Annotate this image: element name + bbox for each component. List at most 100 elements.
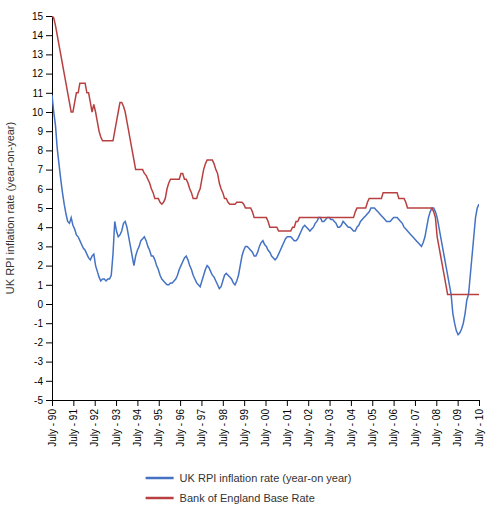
y-tick-label: 13 bbox=[32, 49, 44, 60]
y-tick-mark bbox=[46, 74, 52, 75]
x-tick-mark bbox=[458, 400, 459, 406]
x-tick-mark bbox=[73, 400, 74, 406]
x-tick-label: July - 93 bbox=[111, 409, 122, 447]
plot-area: July - 90 July - 91 July - 92 July - 93 July… bbox=[4, 11, 485, 447]
x-tick: July - 08 bbox=[431, 400, 442, 447]
y-tick-label: 8 bbox=[37, 145, 43, 156]
y-tick-label: -4 bbox=[34, 376, 43, 387]
y-tick: 8 bbox=[37, 145, 52, 156]
x-tick: July - 07 bbox=[410, 400, 421, 447]
y-tick: -3 bbox=[34, 356, 52, 367]
y-tick-mark bbox=[46, 170, 52, 171]
x-tick-label: July - 06 bbox=[388, 409, 399, 447]
lines bbox=[52, 16, 479, 335]
y-tick-label: 0 bbox=[37, 299, 43, 310]
legend-item: Bank of England Base Rate bbox=[146, 492, 315, 504]
y-tick: 9 bbox=[37, 126, 52, 137]
y-tick: 13 bbox=[32, 49, 52, 60]
y-tick-mark bbox=[46, 227, 52, 228]
series-line bbox=[52, 95, 479, 335]
x-tick-label: July - 09 bbox=[452, 409, 463, 447]
axis-domain bbox=[46, 17, 53, 401]
y-tick-label: 11 bbox=[33, 88, 44, 99]
x-tick: July - 00 bbox=[260, 400, 271, 447]
x-tick-label: July - 94 bbox=[132, 409, 143, 447]
x-tick-label: July - 99 bbox=[239, 409, 250, 447]
x-tick-label: July - 96 bbox=[175, 409, 186, 447]
x-tick-mark bbox=[116, 400, 117, 406]
y-tick-mark bbox=[46, 323, 52, 324]
x-tick: July - 01 bbox=[282, 400, 293, 447]
x-tick: July - 02 bbox=[303, 400, 314, 447]
x-tick-mark bbox=[287, 400, 288, 406]
legend-swatch bbox=[146, 477, 174, 480]
y-tick-label: 5 bbox=[37, 203, 43, 214]
legend-item: UK RPI inflation rate (year-on year) bbox=[146, 472, 352, 484]
y-tick-label: 7 bbox=[37, 164, 43, 175]
x-tick: July - 90 bbox=[47, 400, 58, 447]
x-tick-label: July - 02 bbox=[303, 409, 314, 447]
y-tick-label: -1 bbox=[34, 318, 43, 329]
x-tick-mark bbox=[223, 400, 224, 406]
y-tick-label: -5 bbox=[34, 395, 43, 406]
y-tick-label: 10 bbox=[32, 107, 44, 118]
y-tick-label: 12 bbox=[32, 68, 44, 79]
y-tick: 2 bbox=[37, 260, 52, 271]
y-tick: 15 bbox=[32, 11, 52, 22]
y-tick-mark bbox=[46, 54, 52, 55]
y-tick-mark bbox=[46, 304, 52, 305]
y-tick-mark bbox=[46, 381, 52, 382]
x-tick-label: July - 98 bbox=[218, 409, 229, 447]
x-tick-label: July - 07 bbox=[410, 409, 421, 447]
y-tick-label: 15 bbox=[32, 11, 44, 22]
x-tick-mark bbox=[244, 400, 245, 406]
y-tick-label: 3 bbox=[37, 241, 43, 252]
y-tick: 10 bbox=[32, 107, 52, 118]
y-tick-mark bbox=[46, 285, 52, 286]
x-tick-label: July - 90 bbox=[47, 409, 58, 447]
x-tick-mark bbox=[266, 400, 267, 406]
y-tick: 0 bbox=[37, 299, 52, 310]
x-tick: July - 05 bbox=[367, 400, 378, 447]
y-tick: 14 bbox=[32, 30, 52, 41]
x-tick: July - 96 bbox=[175, 400, 186, 447]
y-tick-mark bbox=[46, 266, 52, 267]
y-tick: 12 bbox=[32, 68, 52, 79]
y-tick-label: -3 bbox=[34, 356, 43, 367]
x-tick: July - 94 bbox=[132, 400, 143, 447]
x-tick-label: July - 00 bbox=[260, 409, 271, 447]
y-tick: 7 bbox=[37, 164, 52, 175]
x-tick-label: July - 08 bbox=[431, 409, 442, 447]
x-tick: July - 10 bbox=[474, 400, 485, 447]
y-axis: -5-4-3-2-10123456789101112131415 bbox=[32, 11, 53, 406]
x-tick-mark bbox=[415, 400, 416, 406]
x-tick-label: July - 91 bbox=[68, 409, 79, 447]
y-tick-mark bbox=[46, 93, 52, 94]
x-tick: July - 06 bbox=[388, 400, 399, 447]
y-tick-mark bbox=[46, 35, 52, 36]
y-tick: 5 bbox=[37, 203, 52, 214]
y-tick: -4 bbox=[34, 376, 52, 387]
legend-label: Bank of England Base Rate bbox=[180, 492, 315, 504]
x-tick-mark bbox=[330, 400, 331, 406]
x-tick: July - 04 bbox=[346, 400, 357, 447]
series-line bbox=[52, 16, 479, 294]
x-tick-mark bbox=[308, 400, 309, 406]
y-tick-mark bbox=[46, 189, 52, 190]
x-tick-label: July - 10 bbox=[474, 409, 485, 447]
y-tick-mark bbox=[46, 208, 52, 209]
x-tick-mark bbox=[137, 400, 138, 406]
y-tick-mark bbox=[46, 16, 52, 17]
y-tick-mark bbox=[46, 112, 52, 113]
y-tick-mark bbox=[46, 362, 52, 363]
y-tick-label: 14 bbox=[32, 30, 44, 41]
x-tick-mark bbox=[479, 400, 480, 406]
y-tick-mark bbox=[46, 150, 52, 151]
y-tick: 3 bbox=[37, 241, 52, 252]
y-tick-mark bbox=[46, 342, 52, 343]
y-tick: -2 bbox=[34, 337, 52, 348]
x-tick-label: July - 92 bbox=[89, 409, 100, 447]
y-tick: 1 bbox=[37, 280, 52, 291]
y-tick: -1 bbox=[34, 318, 52, 329]
x-tick-mark bbox=[201, 400, 202, 406]
